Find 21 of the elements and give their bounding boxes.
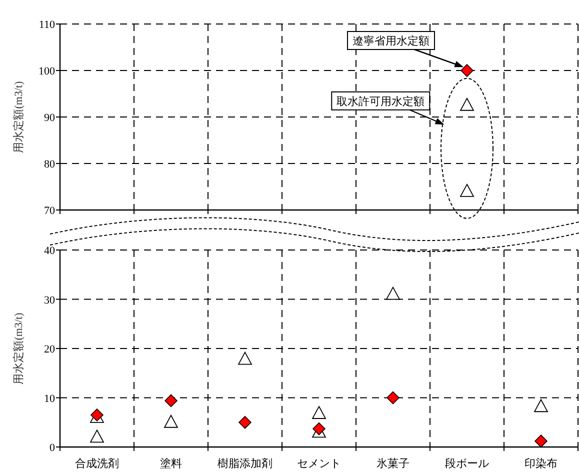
y-tick-label: 30	[44, 294, 56, 306]
x-tick-label: セメント	[297, 458, 341, 470]
y-axis-title: 用水定額(m3/t)	[12, 80, 25, 153]
x-tick-label: 段ボール	[445, 458, 489, 470]
y-tick-label: 40	[44, 245, 56, 257]
annotation: 遼寧省用水定額	[352, 34, 430, 48]
y-tick-label: 90	[44, 112, 56, 124]
x-tick-label: 印染布	[524, 457, 558, 470]
y-tick-label: 0	[50, 442, 56, 454]
x-tick-label: 樹脂添加剤	[218, 457, 272, 470]
y-tick-label: 20	[44, 344, 56, 356]
y-tick-label: 110	[38, 19, 56, 31]
x-tick-label: 氷菓子	[376, 457, 410, 470]
annotation: 取水許可用水定額	[336, 94, 425, 108]
y-tick-label: 10	[44, 392, 56, 405]
y-tick-label: 100	[38, 66, 56, 78]
y-tick-label: 70	[44, 205, 56, 217]
y-tick-label: 80	[44, 158, 56, 170]
x-tick-label: 塗料	[160, 457, 182, 470]
x-tick-label: 合成洗剤	[75, 457, 119, 470]
y-axis-title: 用水定額(m3/t)	[12, 312, 25, 384]
